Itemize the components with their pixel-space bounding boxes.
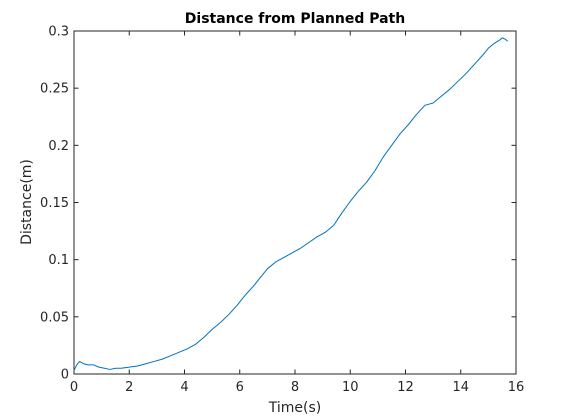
x-tick-label: 14 — [452, 380, 469, 395]
y-axis-label: Distance(m) — [19, 159, 35, 245]
distance-series-line — [73, 37, 509, 371]
x-axis-label: Time(s) — [268, 400, 321, 416]
y-tick-label: 0.05 — [40, 310, 69, 325]
x-tick-label: 12 — [397, 380, 414, 395]
plot-area — [73, 30, 517, 375]
y-tick-label: 0.2 — [48, 139, 69, 154]
x-axis-ticks: 0 2 4 6 8 10 12 14 16 — [70, 31, 524, 395]
x-tick-label: 16 — [508, 380, 525, 395]
x-tick-label: 4 — [180, 380, 188, 395]
y-axis-ticks: 0 0.05 0.1 0.15 0.2 0.25 0.3 — [40, 25, 516, 383]
x-tick-label: 6 — [236, 380, 244, 395]
x-tick-label: 8 — [291, 380, 299, 395]
y-tick-label: 0 — [61, 368, 69, 383]
x-tick-label: 10 — [342, 380, 359, 395]
chart-title: Distance from Planned Path — [185, 11, 405, 27]
x-tick-label: 0 — [70, 380, 78, 395]
y-tick-label: 0.15 — [40, 196, 69, 211]
y-tick-label: 0.25 — [40, 82, 69, 97]
series-layer — [73, 37, 509, 371]
x-tick-label: 2 — [125, 380, 133, 395]
y-tick-label: 0.1 — [48, 253, 69, 268]
y-tick-label: 0.3 — [48, 25, 69, 40]
